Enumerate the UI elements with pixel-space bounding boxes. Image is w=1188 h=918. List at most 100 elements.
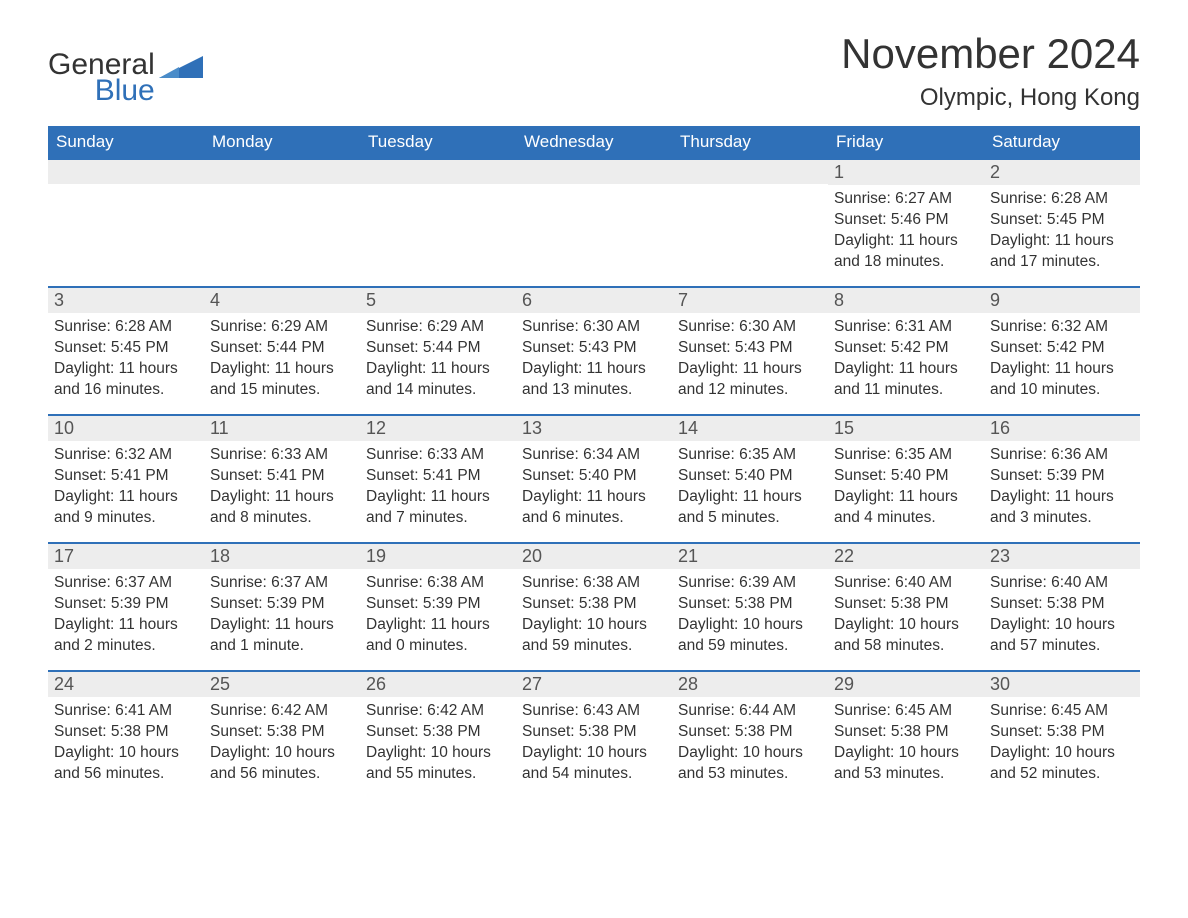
logo: General Blue bbox=[48, 30, 203, 106]
daylight-line: Daylight: 10 hours and 57 minutes. bbox=[990, 615, 1134, 657]
daylight-line: Daylight: 11 hours and 11 minutes. bbox=[834, 359, 978, 401]
sunrise-line: Sunrise: 6:30 AM bbox=[678, 317, 822, 338]
day-details: Sunrise: 6:34 AMSunset: 5:40 PMDaylight:… bbox=[516, 441, 672, 537]
daylight-line: Daylight: 11 hours and 4 minutes. bbox=[834, 487, 978, 529]
sunset-line: Sunset: 5:38 PM bbox=[990, 594, 1134, 615]
day-details: Sunrise: 6:40 AMSunset: 5:38 PMDaylight:… bbox=[984, 569, 1140, 665]
weekday-header: Tuesday bbox=[360, 126, 516, 159]
daylight-line: Daylight: 10 hours and 52 minutes. bbox=[990, 743, 1134, 785]
day-cell: 27Sunrise: 6:43 AMSunset: 5:38 PMDayligh… bbox=[516, 671, 672, 799]
weekday-header: Monday bbox=[204, 126, 360, 159]
daylight-line: Daylight: 11 hours and 9 minutes. bbox=[54, 487, 198, 529]
day-cell: 2Sunrise: 6:28 AMSunset: 5:45 PMDaylight… bbox=[984, 159, 1140, 287]
day-details: Sunrise: 6:35 AMSunset: 5:40 PMDaylight:… bbox=[828, 441, 984, 537]
day-details: Sunrise: 6:43 AMSunset: 5:38 PMDaylight:… bbox=[516, 697, 672, 793]
day-cell: 7Sunrise: 6:30 AMSunset: 5:43 PMDaylight… bbox=[672, 287, 828, 415]
sunset-line: Sunset: 5:40 PM bbox=[834, 466, 978, 487]
sunrise-line: Sunrise: 6:35 AM bbox=[678, 445, 822, 466]
day-number: 26 bbox=[360, 672, 516, 697]
daylight-line: Daylight: 11 hours and 17 minutes. bbox=[990, 231, 1134, 273]
empty-daynum bbox=[204, 160, 360, 184]
sunset-line: Sunset: 5:46 PM bbox=[834, 210, 978, 231]
day-details: Sunrise: 6:37 AMSunset: 5:39 PMDaylight:… bbox=[204, 569, 360, 665]
day-number: 17 bbox=[48, 544, 204, 569]
daylight-line: Daylight: 11 hours and 1 minute. bbox=[210, 615, 354, 657]
sunset-line: Sunset: 5:42 PM bbox=[990, 338, 1134, 359]
sunrise-line: Sunrise: 6:34 AM bbox=[522, 445, 666, 466]
daylight-line: Daylight: 10 hours and 53 minutes. bbox=[678, 743, 822, 785]
empty-cell bbox=[48, 159, 204, 287]
day-number: 9 bbox=[984, 288, 1140, 313]
day-details: Sunrise: 6:37 AMSunset: 5:39 PMDaylight:… bbox=[48, 569, 204, 665]
day-number: 20 bbox=[516, 544, 672, 569]
day-cell: 28Sunrise: 6:44 AMSunset: 5:38 PMDayligh… bbox=[672, 671, 828, 799]
day-details: Sunrise: 6:31 AMSunset: 5:42 PMDaylight:… bbox=[828, 313, 984, 409]
daylight-line: Daylight: 11 hours and 0 minutes. bbox=[366, 615, 510, 657]
day-number: 30 bbox=[984, 672, 1140, 697]
day-details: Sunrise: 6:30 AMSunset: 5:43 PMDaylight:… bbox=[672, 313, 828, 409]
sunset-line: Sunset: 5:40 PM bbox=[678, 466, 822, 487]
sunset-line: Sunset: 5:43 PM bbox=[522, 338, 666, 359]
sunset-line: Sunset: 5:41 PM bbox=[366, 466, 510, 487]
weekday-header: Wednesday bbox=[516, 126, 672, 159]
day-cell: 18Sunrise: 6:37 AMSunset: 5:39 PMDayligh… bbox=[204, 543, 360, 671]
day-details: Sunrise: 6:33 AMSunset: 5:41 PMDaylight:… bbox=[204, 441, 360, 537]
day-details: Sunrise: 6:28 AMSunset: 5:45 PMDaylight:… bbox=[984, 185, 1140, 281]
sunrise-line: Sunrise: 6:27 AM bbox=[834, 189, 978, 210]
day-number: 18 bbox=[204, 544, 360, 569]
day-number: 21 bbox=[672, 544, 828, 569]
sunrise-line: Sunrise: 6:36 AM bbox=[990, 445, 1134, 466]
day-cell: 9Sunrise: 6:32 AMSunset: 5:42 PMDaylight… bbox=[984, 287, 1140, 415]
daylight-line: Daylight: 11 hours and 7 minutes. bbox=[366, 487, 510, 529]
sunset-line: Sunset: 5:38 PM bbox=[54, 722, 198, 743]
day-cell: 14Sunrise: 6:35 AMSunset: 5:40 PMDayligh… bbox=[672, 415, 828, 543]
daylight-line: Daylight: 11 hours and 12 minutes. bbox=[678, 359, 822, 401]
day-details: Sunrise: 6:40 AMSunset: 5:38 PMDaylight:… bbox=[828, 569, 984, 665]
day-number: 28 bbox=[672, 672, 828, 697]
day-cell: 26Sunrise: 6:42 AMSunset: 5:38 PMDayligh… bbox=[360, 671, 516, 799]
daylight-line: Daylight: 11 hours and 8 minutes. bbox=[210, 487, 354, 529]
sunset-line: Sunset: 5:45 PM bbox=[54, 338, 198, 359]
sunrise-line: Sunrise: 6:40 AM bbox=[834, 573, 978, 594]
day-number: 3 bbox=[48, 288, 204, 313]
day-cell: 24Sunrise: 6:41 AMSunset: 5:38 PMDayligh… bbox=[48, 671, 204, 799]
empty-cell bbox=[516, 159, 672, 287]
day-cell: 15Sunrise: 6:35 AMSunset: 5:40 PMDayligh… bbox=[828, 415, 984, 543]
sunset-line: Sunset: 5:38 PM bbox=[834, 722, 978, 743]
sunrise-line: Sunrise: 6:29 AM bbox=[366, 317, 510, 338]
empty-daynum bbox=[48, 160, 204, 184]
logo-triangle-icon bbox=[159, 56, 203, 82]
calendar-table: SundayMondayTuesdayWednesdayThursdayFrid… bbox=[48, 126, 1140, 799]
sunrise-line: Sunrise: 6:39 AM bbox=[678, 573, 822, 594]
day-number: 29 bbox=[828, 672, 984, 697]
sunset-line: Sunset: 5:39 PM bbox=[210, 594, 354, 615]
daylight-line: Daylight: 11 hours and 6 minutes. bbox=[522, 487, 666, 529]
sunrise-line: Sunrise: 6:42 AM bbox=[366, 701, 510, 722]
day-cell: 17Sunrise: 6:37 AMSunset: 5:39 PMDayligh… bbox=[48, 543, 204, 671]
day-details: Sunrise: 6:27 AMSunset: 5:46 PMDaylight:… bbox=[828, 185, 984, 281]
day-number: 13 bbox=[516, 416, 672, 441]
sunset-line: Sunset: 5:38 PM bbox=[990, 722, 1134, 743]
day-cell: 10Sunrise: 6:32 AMSunset: 5:41 PMDayligh… bbox=[48, 415, 204, 543]
day-cell: 16Sunrise: 6:36 AMSunset: 5:39 PMDayligh… bbox=[984, 415, 1140, 543]
day-number: 19 bbox=[360, 544, 516, 569]
sunset-line: Sunset: 5:38 PM bbox=[210, 722, 354, 743]
day-details: Sunrise: 6:35 AMSunset: 5:40 PMDaylight:… bbox=[672, 441, 828, 537]
sunset-line: Sunset: 5:38 PM bbox=[834, 594, 978, 615]
day-cell: 23Sunrise: 6:40 AMSunset: 5:38 PMDayligh… bbox=[984, 543, 1140, 671]
day-number: 23 bbox=[984, 544, 1140, 569]
daylight-line: Daylight: 11 hours and 13 minutes. bbox=[522, 359, 666, 401]
daylight-line: Daylight: 10 hours and 55 minutes. bbox=[366, 743, 510, 785]
day-number: 5 bbox=[360, 288, 516, 313]
day-cell: 19Sunrise: 6:38 AMSunset: 5:39 PMDayligh… bbox=[360, 543, 516, 671]
sunrise-line: Sunrise: 6:32 AM bbox=[990, 317, 1134, 338]
day-cell: 11Sunrise: 6:33 AMSunset: 5:41 PMDayligh… bbox=[204, 415, 360, 543]
day-details: Sunrise: 6:45 AMSunset: 5:38 PMDaylight:… bbox=[984, 697, 1140, 793]
daylight-line: Daylight: 11 hours and 3 minutes. bbox=[990, 487, 1134, 529]
sunset-line: Sunset: 5:42 PM bbox=[834, 338, 978, 359]
daylight-line: Daylight: 10 hours and 58 minutes. bbox=[834, 615, 978, 657]
sunset-line: Sunset: 5:44 PM bbox=[210, 338, 354, 359]
sunrise-line: Sunrise: 6:45 AM bbox=[834, 701, 978, 722]
empty-cell bbox=[204, 159, 360, 287]
weekday-header: Sunday bbox=[48, 126, 204, 159]
